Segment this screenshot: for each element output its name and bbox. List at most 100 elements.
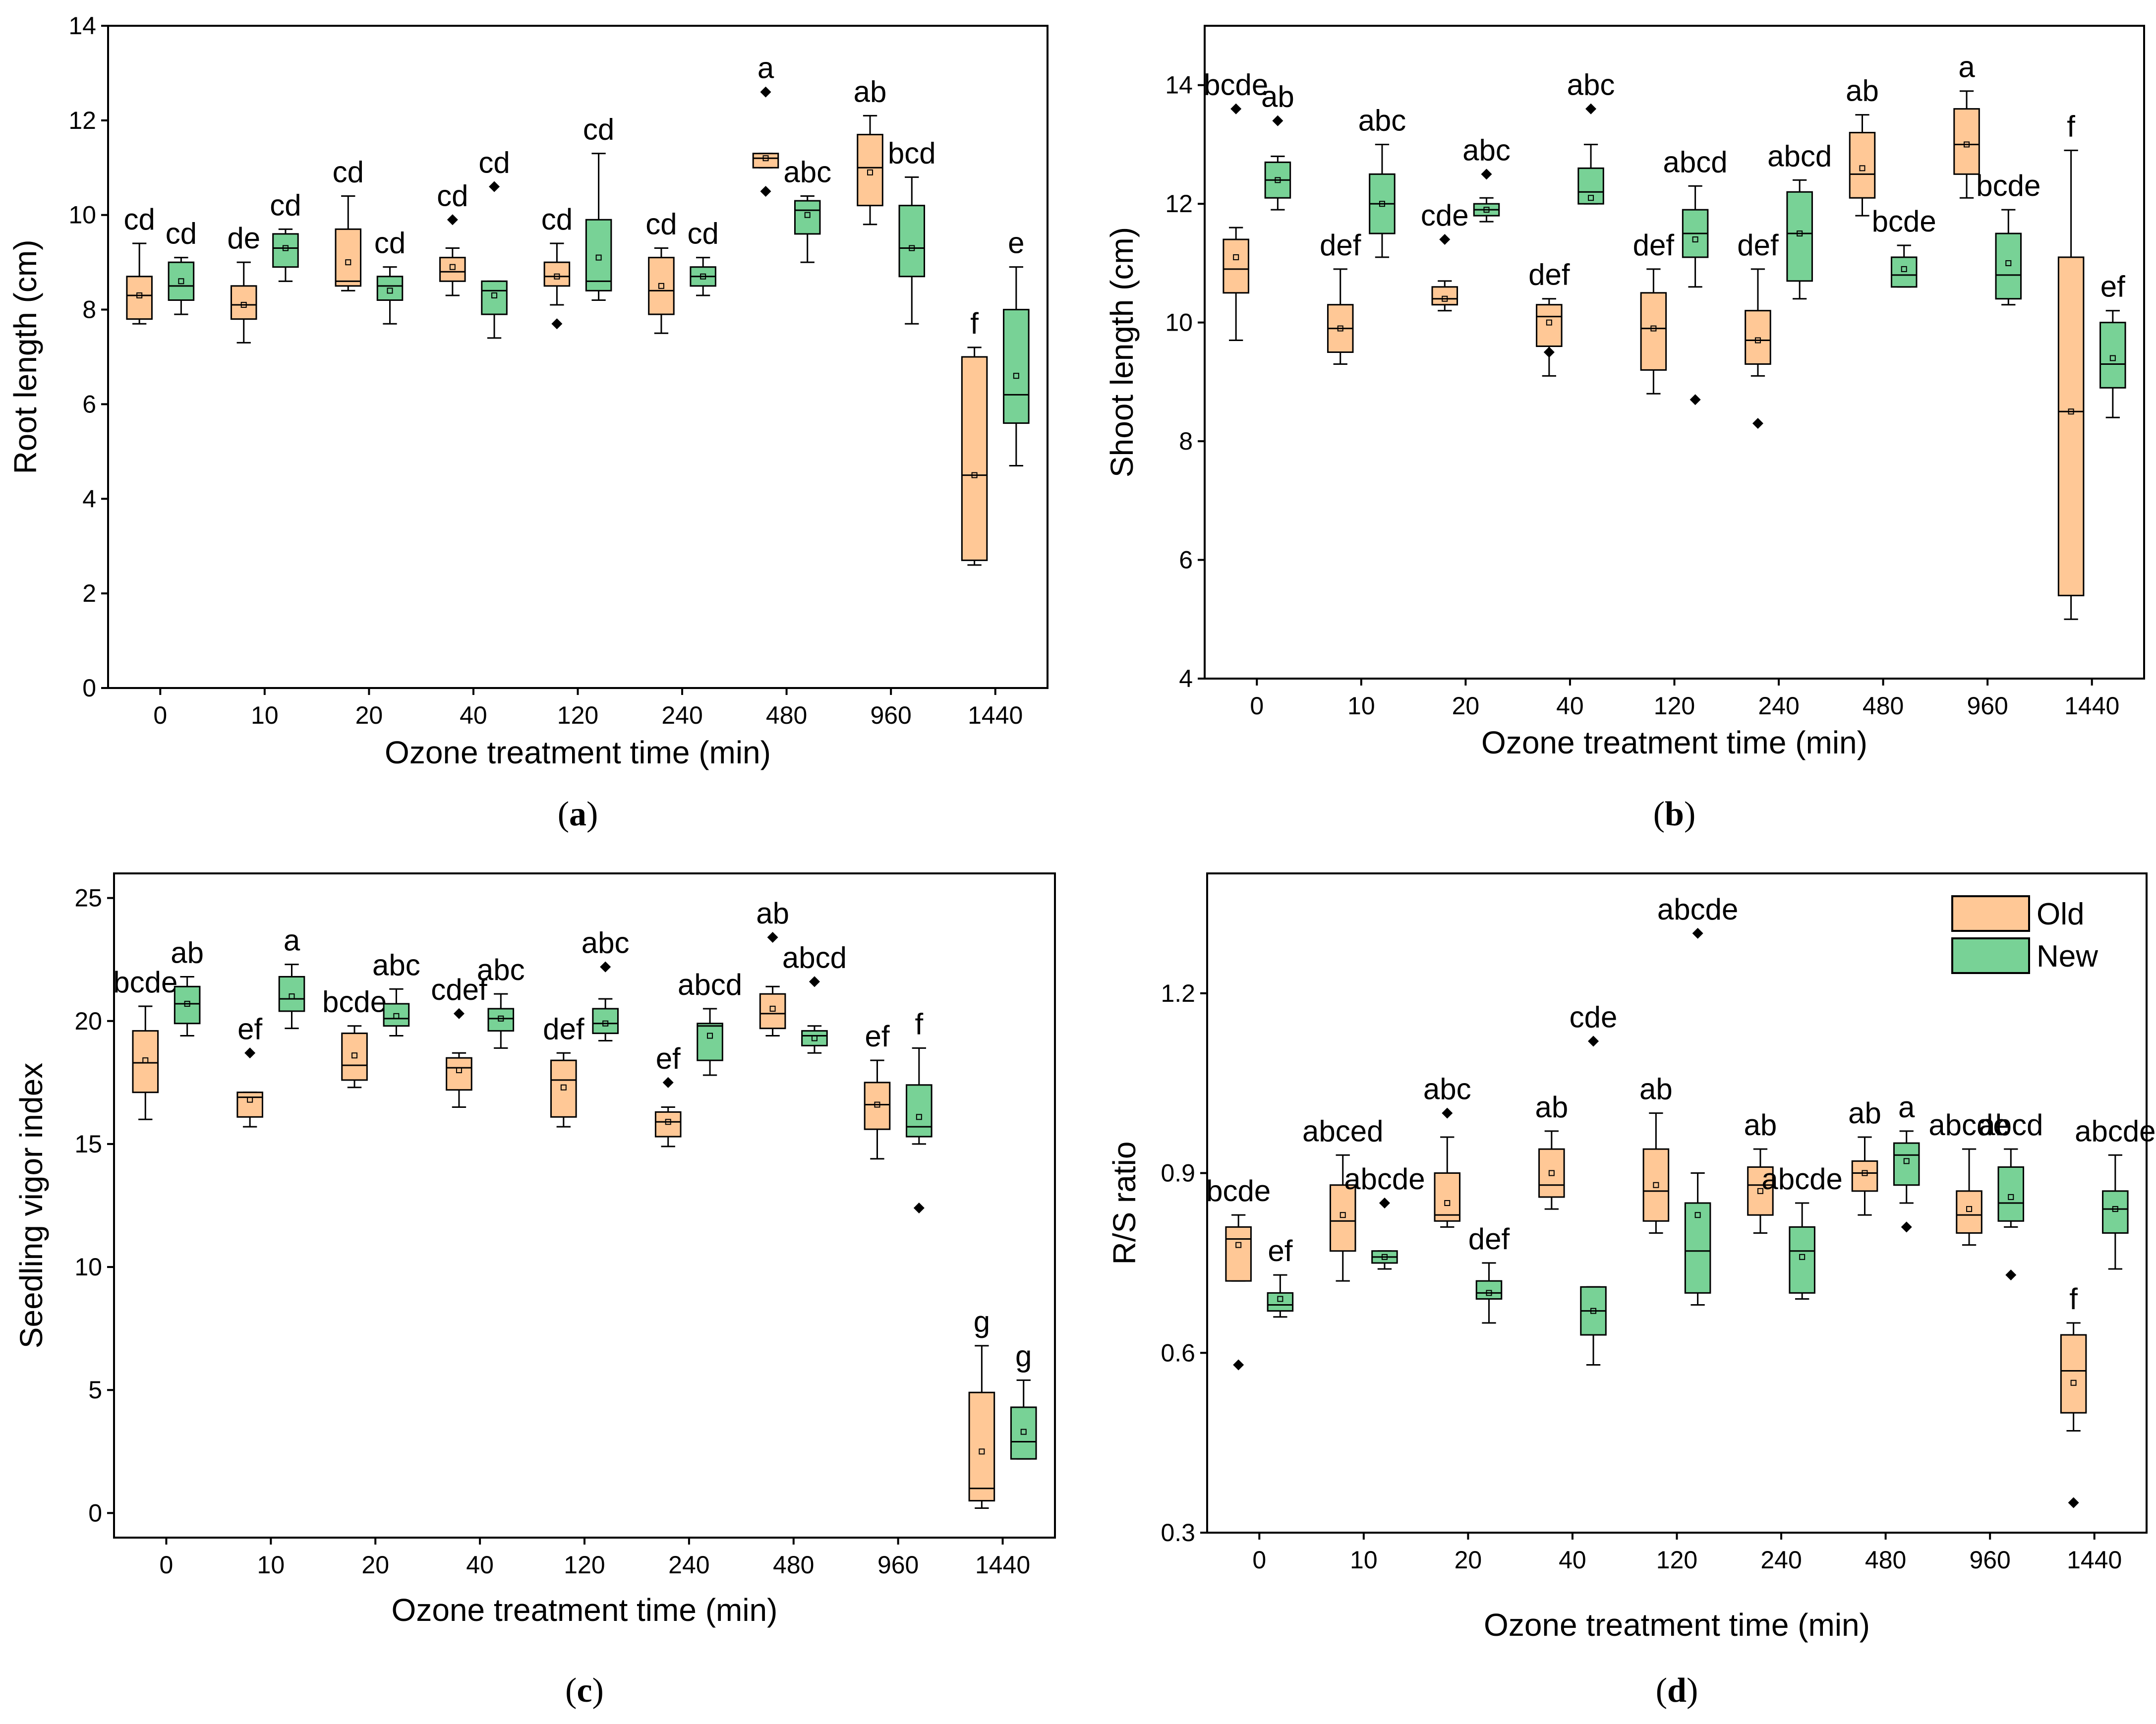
mean-marker	[874, 1101, 880, 1108]
y-tick-label: 4	[82, 485, 96, 513]
legend-label-new: New	[2037, 939, 2098, 974]
y-tick-label: 0.9	[1161, 1159, 1195, 1187]
outlier-point	[2005, 1269, 2017, 1281]
box-old-480: a	[752, 52, 779, 197]
box-new-960: bcde	[1976, 169, 2040, 306]
mean-marker	[289, 993, 295, 1000]
mean-marker	[979, 1448, 985, 1455]
box-old-480: ab	[1848, 1096, 1881, 1216]
mean-marker	[707, 1033, 713, 1039]
mean-marker	[665, 1119, 671, 1125]
outlier-point	[662, 1077, 674, 1088]
outlier-point	[760, 186, 771, 197]
mean-marker	[909, 245, 915, 251]
outlier-point	[1901, 1221, 1912, 1233]
iqr-box	[654, 1111, 682, 1138]
iqr-box	[1893, 1142, 1920, 1186]
outlier-point	[1442, 1107, 1453, 1119]
outlier-point	[809, 976, 820, 987]
significance-letter: cd	[645, 208, 677, 241]
iqr-box	[335, 228, 362, 287]
significance-letter: abcd	[1663, 145, 1728, 178]
iqr-box	[1997, 1166, 2025, 1222]
y-tick-label: 6	[82, 390, 96, 418]
significance-letter: ab	[1535, 1091, 1568, 1124]
legend-swatch-old	[1951, 895, 2030, 932]
x-tick-label: 10	[1347, 692, 1375, 720]
x-tick-label: 20	[361, 1551, 389, 1579]
mean-marker	[554, 273, 560, 280]
significance-letter: abcde	[2075, 1114, 2156, 1148]
significance-letter: def	[1320, 229, 1361, 262]
mean-marker	[456, 1067, 462, 1074]
x-tick-label: 120	[1656, 1546, 1697, 1574]
x-tick-label: 1440	[2067, 1546, 2122, 1574]
mean-marker	[393, 1013, 400, 1019]
y-tick-label: 0.6	[1161, 1339, 1195, 1367]
box-old-10: def	[1320, 229, 1361, 365]
mean-marker	[1754, 337, 1761, 344]
outlier-point	[1379, 1198, 1390, 1208]
iqr-box	[1475, 1280, 1503, 1300]
significance-letter: cdef	[431, 973, 487, 1006]
mean-marker	[804, 212, 811, 218]
outlier-point	[244, 1047, 256, 1059]
box-old-960: ef	[864, 1020, 891, 1160]
x-axis-title: Ozone treatment time (min)	[392, 1592, 778, 1628]
outlier-point	[447, 214, 458, 226]
iqr-box	[446, 1057, 472, 1091]
significance-letter: ab	[1744, 1108, 1777, 1142]
outlier-point	[1752, 418, 1763, 429]
box-old-960: ab	[854, 75, 886, 226]
significance-letter: def	[543, 1012, 584, 1045]
box-new-20: abc	[372, 948, 420, 1037]
y-tick-label: 15	[74, 1130, 102, 1158]
box-new-1440: abcde	[2075, 1114, 2156, 1270]
mean-marker	[491, 292, 498, 298]
panel-label: (b)	[1653, 795, 1696, 833]
significance-letter: abc	[1462, 133, 1511, 167]
outlier-point	[760, 86, 771, 98]
mean-marker	[282, 245, 289, 251]
x-tick-label: 10	[1350, 1546, 1378, 1574]
significance-letter: cd	[374, 227, 406, 260]
mean-marker	[1379, 201, 1385, 207]
box-new-960: bcd	[888, 136, 936, 325]
box-old-20: bcde	[322, 985, 387, 1089]
mean-marker	[762, 155, 769, 162]
x-tick-label: 240	[661, 701, 702, 729]
box-old-20: cde	[1421, 199, 1469, 312]
mean-marker	[449, 264, 456, 270]
box-new-1440: e	[1003, 227, 1030, 466]
box-old-40: ab	[1535, 1091, 1568, 1210]
x-tick-label: 20	[355, 701, 383, 729]
iqr-box	[961, 356, 988, 561]
significance-letter: f	[2067, 110, 2075, 143]
x-tick-label: 480	[1863, 692, 1904, 720]
mean-marker	[1277, 1296, 1283, 1302]
significance-letter: g	[1015, 1339, 1032, 1373]
significance-letter: f	[915, 1007, 924, 1040]
significance-letter: abcd	[782, 941, 847, 974]
outlier-point	[913, 1202, 925, 1213]
box-new-20: cd	[374, 227, 406, 325]
significance-letter: cd	[541, 203, 573, 236]
mean-marker	[916, 1114, 922, 1120]
significance-letter: abcde	[1761, 1162, 1842, 1196]
mean-marker	[240, 302, 247, 308]
x-tick-label: 0	[153, 701, 167, 729]
iqr-box	[341, 1033, 368, 1081]
iqr-box	[236, 1092, 263, 1118]
box-old-1440: g	[968, 1305, 995, 1509]
iqr-box	[1851, 1160, 1878, 1192]
panel-label: (c)	[565, 1671, 604, 1710]
x-tick-label: 0	[160, 1551, 174, 1579]
significance-letter: cd	[166, 217, 197, 250]
significance-letter: abcde	[1657, 893, 1738, 926]
mean-marker	[1483, 207, 1490, 213]
mean-marker	[184, 1001, 190, 1007]
y-tick-label: 20	[74, 1007, 102, 1035]
box-old-480: ab	[756, 897, 789, 1037]
iqr-box	[1577, 167, 1604, 205]
y-axis-title: R/S ratio	[1107, 1142, 1142, 1265]
